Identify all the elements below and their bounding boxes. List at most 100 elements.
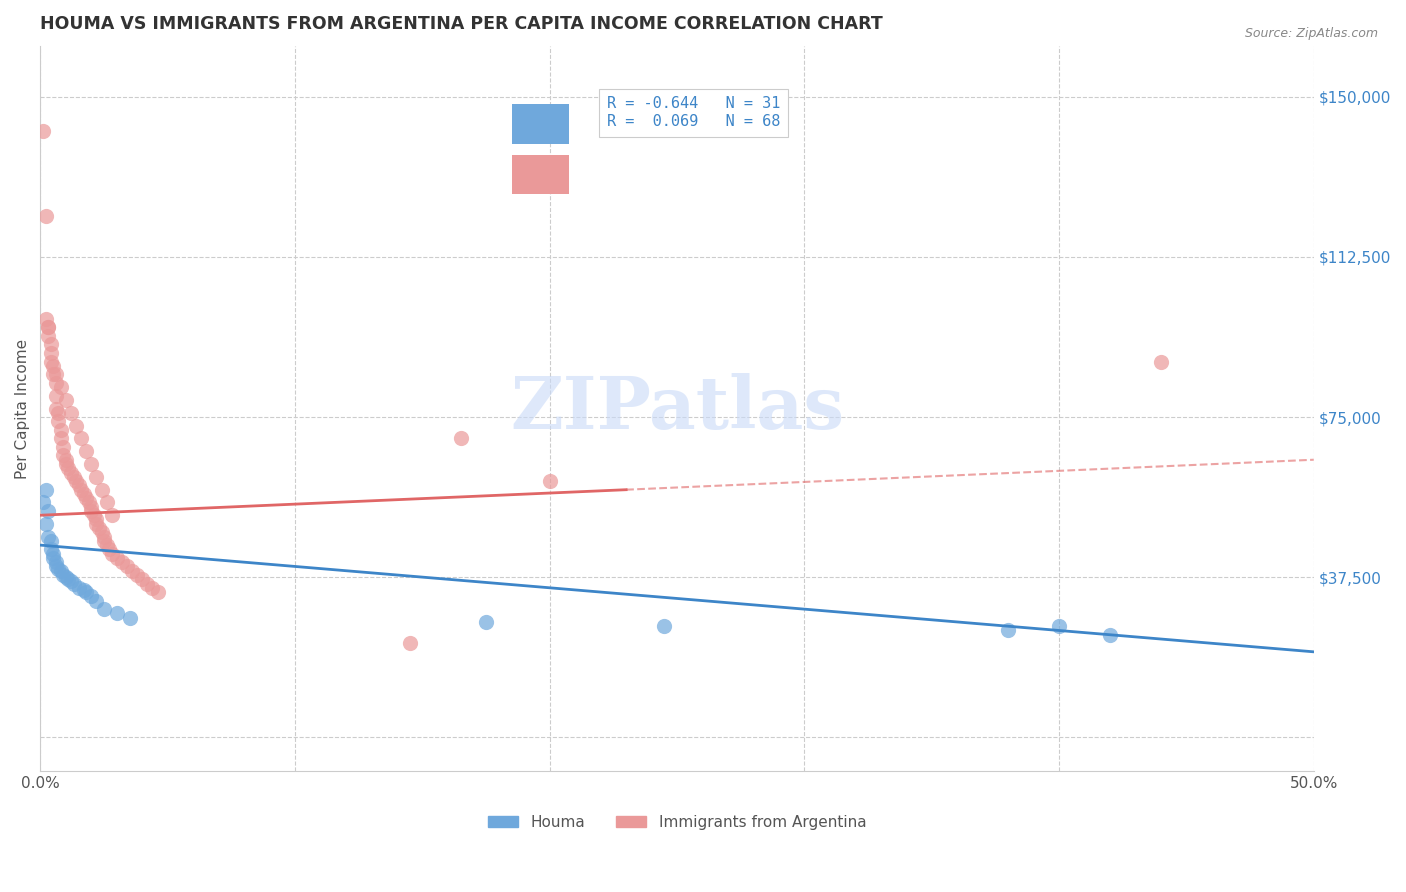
Point <box>49 431 72 445</box>
Y-axis label: Per Capita Income: Per Capita Income <box>15 338 30 479</box>
Point <box>34 483 56 497</box>
Point <box>37 504 59 518</box>
Point <box>45 559 67 574</box>
Point <box>90 525 112 540</box>
Text: R = -0.644   N = 31
R =  0.069   N = 68: R = -0.644 N = 31 R = 0.069 N = 68 <box>607 96 780 128</box>
Point <box>42 550 65 565</box>
Point <box>141 581 163 595</box>
Point <box>100 508 122 523</box>
Point <box>86 593 108 607</box>
Point <box>32 495 55 509</box>
Point <box>45 376 67 390</box>
Point <box>136 576 159 591</box>
Point <box>55 570 77 584</box>
Point <box>62 576 84 591</box>
Point <box>45 401 67 416</box>
Point <box>52 568 75 582</box>
Text: HOUMA VS IMMIGRANTS FROM ARGENTINA PER CAPITA INCOME CORRELATION CHART: HOUMA VS IMMIGRANTS FROM ARGENTINA PER C… <box>41 15 883 33</box>
Point <box>1150 354 1173 368</box>
Point <box>80 504 103 518</box>
Point <box>37 320 59 334</box>
Point <box>90 483 112 497</box>
Point <box>70 431 93 445</box>
Point <box>146 585 169 599</box>
Point <box>46 406 69 420</box>
Point <box>105 550 128 565</box>
Point <box>65 418 87 433</box>
Point <box>86 470 108 484</box>
Point <box>34 210 56 224</box>
Point <box>65 474 87 488</box>
Point <box>111 555 134 569</box>
Point <box>96 538 118 552</box>
Point <box>131 572 153 586</box>
Point <box>46 414 69 428</box>
Point <box>39 337 62 351</box>
Point <box>62 470 84 484</box>
Point <box>73 487 96 501</box>
Point <box>39 354 62 368</box>
Point <box>55 452 77 467</box>
Point <box>49 564 72 578</box>
FancyBboxPatch shape <box>512 154 569 194</box>
Point <box>45 389 67 403</box>
Point <box>96 495 118 509</box>
Point <box>42 368 65 382</box>
Point <box>75 444 97 458</box>
Point <box>654 619 676 633</box>
Point <box>93 602 115 616</box>
FancyBboxPatch shape <box>512 103 569 144</box>
Point <box>34 516 56 531</box>
Point <box>42 359 65 373</box>
Point <box>58 461 80 475</box>
Text: Source: ZipAtlas.com: Source: ZipAtlas.com <box>1244 27 1378 40</box>
Point <box>73 582 96 597</box>
Point <box>37 530 59 544</box>
Point <box>49 380 72 394</box>
Point <box>34 311 56 326</box>
Point <box>538 474 561 488</box>
Point <box>58 572 80 586</box>
Point <box>59 406 82 420</box>
Point <box>67 478 90 492</box>
Point <box>80 590 103 604</box>
Text: ZIPatlas: ZIPatlas <box>510 373 844 444</box>
Point <box>46 561 69 575</box>
Point <box>80 457 103 471</box>
Point <box>86 512 108 526</box>
Point <box>70 483 93 497</box>
Point <box>52 449 75 463</box>
Point <box>83 508 105 523</box>
Point <box>398 636 420 650</box>
Point <box>115 559 138 574</box>
Point <box>93 530 115 544</box>
Point <box>93 533 115 548</box>
Point <box>37 320 59 334</box>
Point <box>32 124 55 138</box>
Point <box>49 423 72 437</box>
Point <box>39 542 62 557</box>
Point <box>997 624 1019 638</box>
Point <box>80 500 103 514</box>
Point <box>42 547 65 561</box>
Point <box>39 346 62 360</box>
Point <box>100 547 122 561</box>
Point <box>39 533 62 548</box>
Point <box>52 440 75 454</box>
Point <box>45 555 67 569</box>
Legend: Houma, Immigrants from Argentina: Houma, Immigrants from Argentina <box>482 809 873 837</box>
Point <box>475 615 498 629</box>
Point <box>127 568 149 582</box>
Point <box>98 542 121 557</box>
Point <box>59 466 82 480</box>
Point <box>121 564 143 578</box>
Point <box>450 431 472 445</box>
Point <box>55 392 77 407</box>
Point <box>55 457 77 471</box>
Point <box>77 495 100 509</box>
Point <box>37 329 59 343</box>
Point <box>59 574 82 589</box>
Point <box>67 581 90 595</box>
Point <box>87 521 110 535</box>
Point <box>86 516 108 531</box>
